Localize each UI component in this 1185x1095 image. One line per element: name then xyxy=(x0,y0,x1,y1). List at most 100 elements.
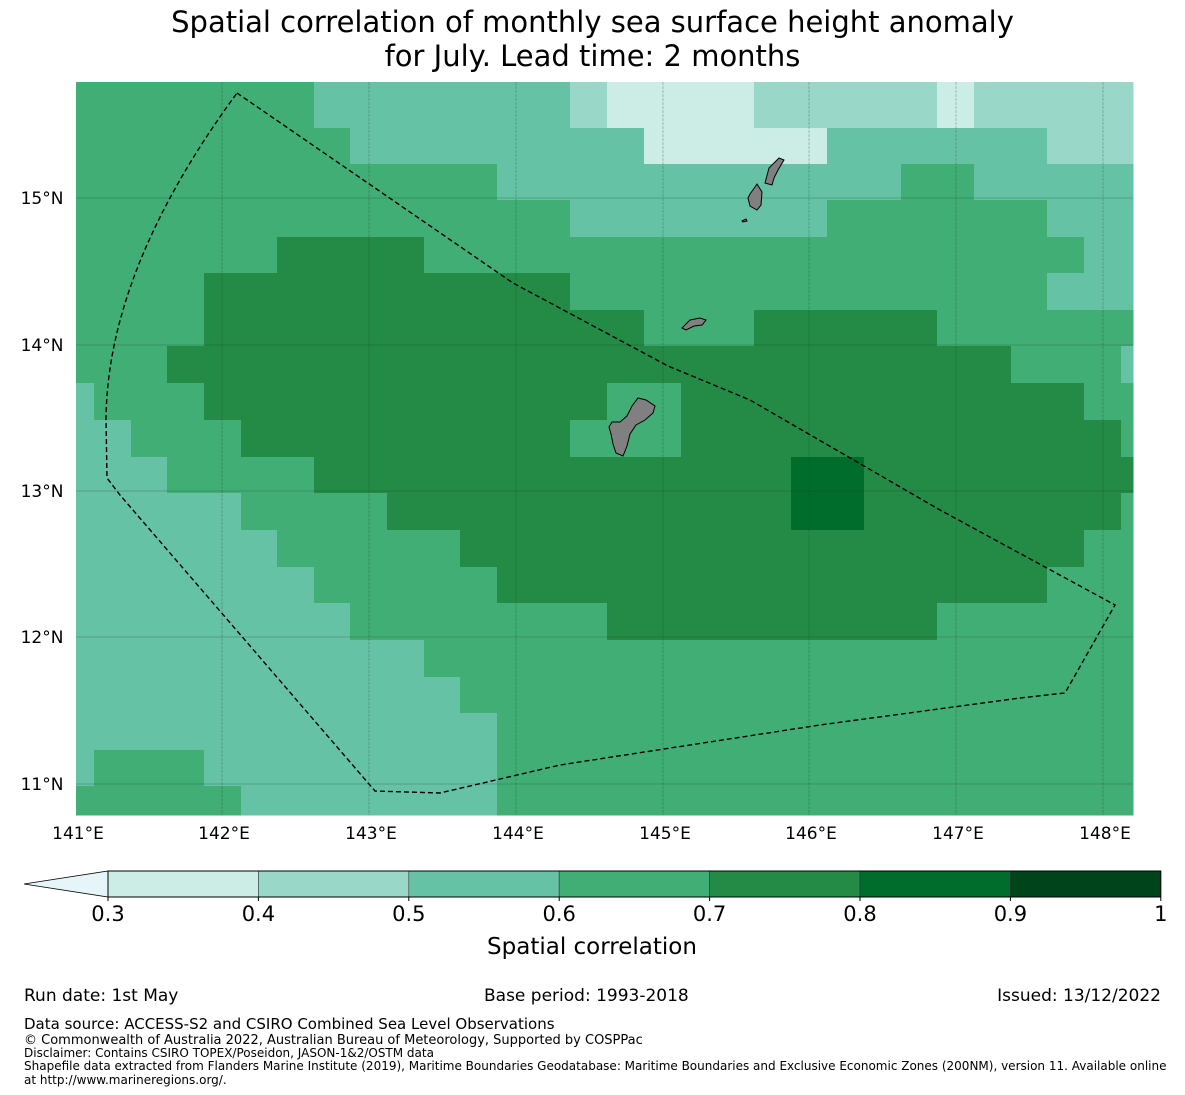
lon-tick-label: 145°E xyxy=(639,824,691,844)
heatmap-cell xyxy=(681,383,1085,421)
colorbar-tick-label: 0.8 xyxy=(843,902,876,926)
colorbar-tick-label: 0.7 xyxy=(693,902,726,926)
heatmap-cell xyxy=(1047,200,1134,238)
heatmap-cell xyxy=(791,164,902,201)
heatmap-cell xyxy=(76,200,571,238)
heatmap-cell xyxy=(277,237,425,274)
saipan-island xyxy=(764,157,785,186)
heatmap-cell xyxy=(937,603,1134,641)
heatmap-cell xyxy=(827,128,1048,165)
heatmap-cell xyxy=(204,383,608,421)
heatmap-cell xyxy=(350,128,645,165)
heatmap-cell xyxy=(570,82,608,129)
issued-date: Issued: 13/12/2022 xyxy=(997,986,1161,1006)
heatmap-cell xyxy=(76,786,242,816)
heatmap-cell xyxy=(241,420,571,458)
heatmap-cell xyxy=(937,310,1134,347)
colorbar-segment xyxy=(408,870,560,898)
heatmap-cell xyxy=(497,786,1134,816)
heatmap-cell xyxy=(570,273,1048,311)
heatmap-cell xyxy=(241,493,388,531)
colorbar-segment xyxy=(558,870,710,898)
lat-tick-label: 13°N xyxy=(21,482,64,502)
heatmap-cell xyxy=(167,457,315,494)
heatmap-cell xyxy=(76,164,498,201)
heatmap-cell xyxy=(94,750,205,787)
heatmap-cell xyxy=(76,310,205,347)
heatmap-cell xyxy=(497,750,1134,787)
heatmap-cell xyxy=(76,567,315,604)
heatmap-cell xyxy=(76,603,351,641)
base-period: Base period: 1993-2018 xyxy=(484,986,689,1006)
heatmap-cell xyxy=(901,164,975,201)
colorbar-segment xyxy=(709,870,861,898)
heatmap-cell xyxy=(681,420,1122,458)
lat-tick-label: 11°N xyxy=(21,775,64,795)
heatmap-cell xyxy=(76,82,315,129)
lon-tick-label: 148°E xyxy=(1079,824,1131,844)
lon-tick-label: 142°E xyxy=(198,824,250,844)
heatmap-cell xyxy=(314,82,571,129)
heatmap-cell xyxy=(754,310,938,347)
heatmap-cell xyxy=(570,200,828,238)
colorbar-extend-arrow xyxy=(23,870,109,898)
heatmap-cell xyxy=(76,420,132,458)
colorbar-tick-label: 1 xyxy=(1154,902,1167,926)
colorbar-segment xyxy=(859,870,1011,898)
heatmap-cell xyxy=(864,457,1134,494)
lon-tick-label: 141°E xyxy=(52,824,104,844)
heatmap-cell xyxy=(76,346,168,384)
heatmap-cell xyxy=(424,640,1134,678)
heatmap-cell xyxy=(424,237,1085,274)
heatmap-cell xyxy=(644,310,755,347)
lon-tick-label: 146°E xyxy=(785,824,837,844)
colorbar-tick-label: 0.6 xyxy=(542,902,575,926)
heatmap-cell xyxy=(204,310,645,347)
heatmap-cell xyxy=(497,713,1134,751)
heatmap-cell xyxy=(76,457,168,494)
run-date: Run date: 1st May xyxy=(24,986,179,1006)
heatmap-cell xyxy=(76,750,95,787)
heatmap-cell xyxy=(314,567,498,604)
colorbar-segment xyxy=(258,870,410,898)
data-source: Data source: ACCESS-S2 and CSIRO Combine… xyxy=(24,1015,555,1033)
lat-tick-label: 14°N xyxy=(21,336,64,356)
heatmap-cell xyxy=(607,603,938,641)
heatmap-cell xyxy=(1084,530,1134,568)
heatmap-cell xyxy=(76,128,351,165)
heatmap-cell xyxy=(204,273,571,311)
chart-title-line1: Spatial correlation of monthly sea surfa… xyxy=(171,5,1014,39)
heatmap-cell xyxy=(497,567,1048,604)
heatmap-cell xyxy=(1121,493,1134,531)
colorbar-tick-label: 0.5 xyxy=(392,902,425,926)
colorbar-label: Spatial correlation xyxy=(487,934,697,960)
heatmap-cell xyxy=(350,603,608,641)
tinian-island xyxy=(747,183,763,211)
heatmap-cell xyxy=(607,82,755,129)
heatmap-cell xyxy=(1047,273,1134,311)
heatmap-cell xyxy=(644,128,828,165)
colorbar-tick-label: 0.9 xyxy=(994,902,1027,926)
heatmap-cell xyxy=(864,493,1122,531)
heatmap-cell xyxy=(754,82,938,129)
heatmap-cell xyxy=(460,530,1085,568)
shapefile-credit-url: at http://www.marineregions.org/. xyxy=(24,1073,227,1087)
heatmap-cell xyxy=(131,420,242,458)
heatmap-cell xyxy=(827,200,1048,238)
heatmap-cell xyxy=(1084,383,1134,421)
colorbar-segment xyxy=(1010,870,1162,898)
lon-tick-label: 144°E xyxy=(492,824,544,844)
colorbar-tick-label: 0.3 xyxy=(91,902,124,926)
aguijan-island xyxy=(741,218,748,223)
colorbar-segment xyxy=(107,870,259,898)
guam-island xyxy=(608,397,656,457)
heatmap-cell xyxy=(277,530,461,568)
disclaimer: Disclaimer: Contains CSIRO TOPEX/Poseido… xyxy=(24,1046,434,1060)
lon-tick-label: 147°E xyxy=(932,824,984,844)
heatmap-cell xyxy=(76,273,205,311)
heatmap-cell xyxy=(791,457,865,494)
heatmap-cell xyxy=(937,82,975,129)
heatmap-cell xyxy=(167,346,1012,384)
heatmap-cell xyxy=(314,457,792,494)
lat-tick-label: 12°N xyxy=(21,628,64,648)
